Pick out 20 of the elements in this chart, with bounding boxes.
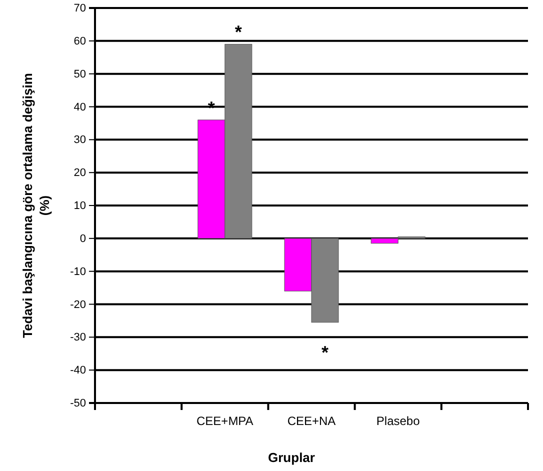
- y-tick-label: -20: [70, 298, 86, 311]
- y-tick-label: -50: [70, 398, 86, 410]
- annotation: *: [321, 342, 329, 362]
- y-tick-label: -10: [70, 266, 86, 278]
- y-tick-label: 10: [74, 200, 86, 212]
- y-tick-label: 50: [74, 68, 86, 80]
- y-axis-title: Tedavi başlangıcına göre ortalama değişim (%): [20, 73, 52, 338]
- y-tick-label: 60: [74, 35, 86, 48]
- y-tick-label: 30: [74, 134, 86, 146]
- y-tick-label: 40: [74, 101, 86, 114]
- x-tick-label: CEE+NA: [287, 414, 336, 428]
- y-tick-label: -30: [70, 332, 86, 344]
- x-axis-title: Gruplar: [268, 450, 315, 465]
- x-tick-label: Plasebo: [376, 414, 420, 428]
- y-tick-label: 20: [74, 167, 86, 180]
- x-tick-label: CEE+MPA: [196, 414, 254, 428]
- y-tick-label: 70: [74, 2, 86, 15]
- y-tick-label: -40: [70, 364, 86, 377]
- annotation: *: [234, 22, 242, 42]
- y-tick-label: 0: [80, 232, 86, 245]
